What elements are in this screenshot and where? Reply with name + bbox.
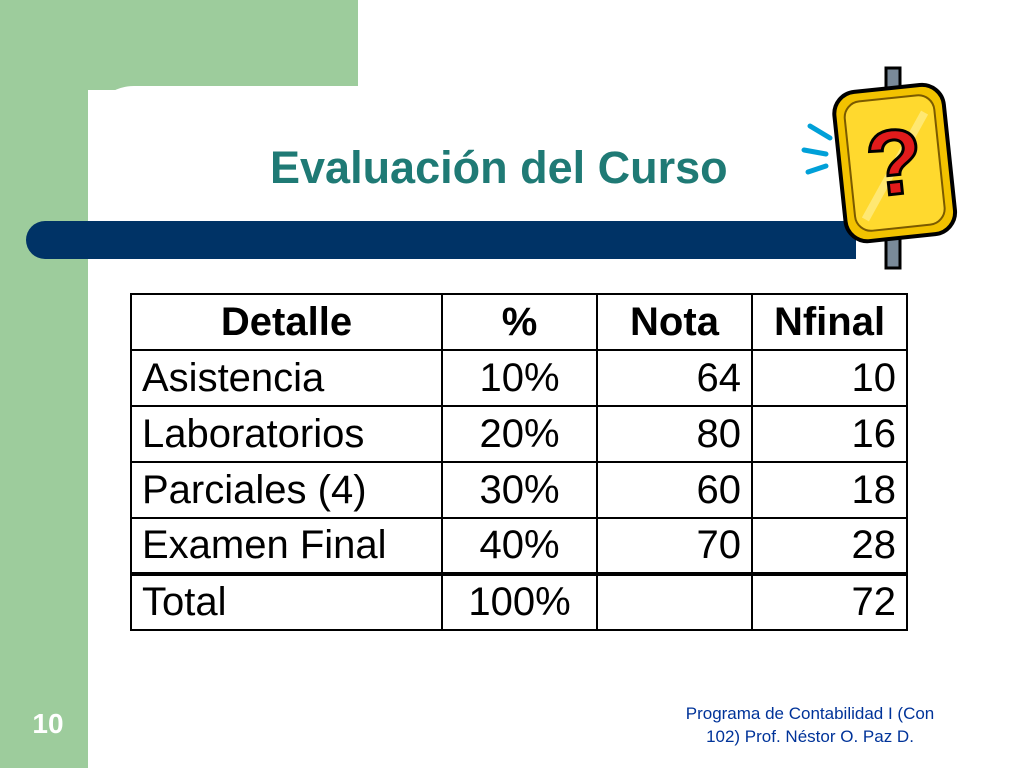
question-sign-icon: ? xyxy=(801,66,958,270)
cell-percent: 10% xyxy=(441,349,598,407)
header-nfinal: Nfinal xyxy=(751,293,908,351)
cell-percent: 20% xyxy=(441,405,598,463)
header-detalle: Detalle xyxy=(130,293,443,351)
cell-nfinal: 16 xyxy=(751,405,908,463)
slide-number: 10 xyxy=(32,708,64,739)
table-total-row: Total 100% 72 xyxy=(130,572,908,631)
cell-percent: 40% xyxy=(441,517,598,575)
table-header-row: Detalle % Nota Nfinal xyxy=(130,293,908,351)
cell-percent: 100% xyxy=(441,572,598,631)
footer-line-1: Programa de Contabilidad I (Con xyxy=(685,704,935,723)
cell-nota: 60 xyxy=(596,461,753,519)
cell-nota xyxy=(596,572,753,631)
cell-nota: 70 xyxy=(596,517,753,575)
cell-nfinal: 10 xyxy=(751,349,908,407)
cell-detalle: Examen Final xyxy=(130,517,443,575)
cell-detalle: Parciales (4) xyxy=(130,461,443,519)
cell-detalle: Total xyxy=(130,572,443,631)
cell-nfinal: 28 xyxy=(751,517,908,575)
cell-nfinal: 72 xyxy=(751,572,908,631)
cell-detalle: Asistencia xyxy=(130,349,443,407)
background-panel-left xyxy=(0,0,88,768)
cell-nota: 80 xyxy=(596,405,753,463)
table-row: Asistencia 10% 64 10 xyxy=(130,349,908,407)
slide-title: Evaluación del Curso xyxy=(270,142,728,193)
svg-text:?: ? xyxy=(861,109,928,216)
cell-detalle: Laboratorios xyxy=(130,405,443,463)
header-percent: % xyxy=(441,293,598,351)
table-row: Laboratorios 20% 80 16 xyxy=(130,405,908,463)
table-row: Examen Final 40% 70 28 xyxy=(130,517,908,575)
footer-line-2: 102) Prof. Néstor O. Paz D. xyxy=(706,727,914,746)
table-row: Parciales (4) 30% 60 18 xyxy=(130,461,908,519)
cell-nota: 64 xyxy=(596,349,753,407)
slide-footer: Programa de Contabilidad I (Con 102) Pro… xyxy=(660,702,960,748)
cell-nfinal: 18 xyxy=(751,461,908,519)
header-nota: Nota xyxy=(596,293,753,351)
cell-percent: 30% xyxy=(441,461,598,519)
title-underline-bar xyxy=(26,221,856,259)
grades-table: Detalle % Nota Nfinal Asistencia 10% 64 … xyxy=(130,293,908,631)
